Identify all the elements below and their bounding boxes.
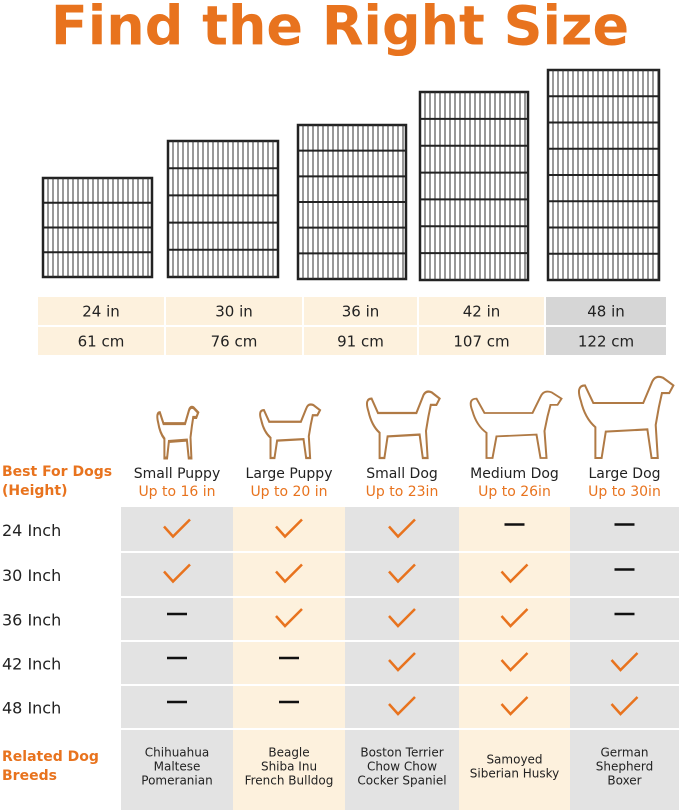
check-mark: [500, 696, 529, 716]
check-mark: [275, 608, 303, 628]
check-mark: [163, 563, 191, 584]
row-label: 42 Inch: [2, 655, 61, 674]
size-label: 91 cm: [337, 333, 384, 351]
dog-icon: [365, 390, 441, 460]
dog-name: Large Puppy: [246, 466, 333, 482]
size-label: 48 in: [587, 303, 625, 321]
breed-name: Boxer: [607, 774, 641, 788]
size-label: 42 in: [463, 303, 501, 321]
column-bg: [459, 507, 570, 810]
size-cell: [546, 297, 666, 325]
title: Find the Right Size: [51, 0, 629, 58]
size-cell: [304, 327, 417, 355]
breed-name: Pomeranian: [141, 774, 212, 788]
size-cell: [419, 327, 544, 355]
check-mark: [388, 563, 416, 584]
breed-name: French Bulldog: [245, 774, 334, 788]
check-mark: [610, 652, 639, 672]
crate-frame: [418, 90, 530, 282]
check-mark: [388, 608, 416, 628]
dog-icon: [577, 375, 675, 460]
size-cell: [38, 327, 164, 355]
dog-icon: [156, 405, 200, 460]
size-label: 76 cm: [211, 333, 258, 351]
dog-name: Large Dog: [588, 466, 660, 482]
dog-height: Up to 16 in: [138, 484, 215, 500]
breed-name: Shepherd: [596, 760, 654, 774]
row-label: 30 Inch: [2, 566, 61, 585]
breed-name: Maltese: [154, 760, 201, 774]
column-bg: [345, 507, 459, 810]
size-label: 30 in: [215, 303, 253, 321]
size-cell: [546, 327, 666, 355]
check-mark: [275, 563, 303, 584]
row-label: 36 Inch: [2, 611, 61, 630]
breed-name: Beagle: [268, 746, 309, 760]
size-label: 36 in: [342, 303, 380, 321]
header-label: (Height): [2, 483, 68, 499]
breed-name: Chihuahua: [145, 746, 209, 760]
breed-name: Cocker Spaniel: [357, 774, 446, 788]
check-mark: [388, 696, 416, 716]
check-mark: [388, 518, 416, 539]
breed-name: German: [600, 746, 648, 760]
dog-name: Small Puppy: [134, 466, 220, 482]
size-label: 24 in: [82, 303, 120, 321]
row-label: 24 Inch: [2, 521, 61, 540]
breeds-label: Related Dog: [2, 749, 99, 765]
size-label: 61 cm: [78, 333, 125, 351]
check-mark: [610, 696, 639, 716]
breed-name: Chow Chow: [367, 760, 437, 774]
dog-icon: [259, 403, 322, 460]
size-cell: [38, 297, 164, 325]
check-mark: [275, 518, 303, 539]
check-mark: [500, 652, 529, 672]
dog-name: Medium Dog: [470, 466, 559, 482]
dog-height: Up to 23in: [366, 484, 439, 500]
size-label: 122 cm: [578, 333, 634, 351]
row-label: 48 Inch: [2, 699, 61, 718]
check-mark: [388, 652, 416, 672]
breed-name: Siberian Husky: [470, 767, 560, 781]
check-mark: [500, 608, 529, 628]
dog-height: Up to 20 in: [250, 484, 327, 500]
dog-name: Small Dog: [366, 466, 438, 482]
dog-icon: [469, 390, 563, 459]
size-cell: [166, 327, 302, 355]
dog-height: Up to 26in: [478, 484, 551, 500]
dog-height: Up to 30in: [588, 484, 661, 500]
check-mark: [163, 518, 191, 539]
breed-name: Samoyed: [486, 753, 542, 767]
breed-name: Boston Terrier: [360, 746, 443, 760]
breed-name: Shiba Inu: [261, 760, 317, 774]
size-cell: [419, 297, 544, 325]
size-label: 107 cm: [453, 333, 509, 351]
check-mark: [500, 563, 529, 584]
breeds-label: Breeds: [2, 768, 57, 784]
column-bg: [570, 507, 679, 810]
size-cell: [166, 297, 302, 325]
size-cell: [304, 297, 417, 325]
header-label: Best For Dogs: [2, 464, 112, 480]
